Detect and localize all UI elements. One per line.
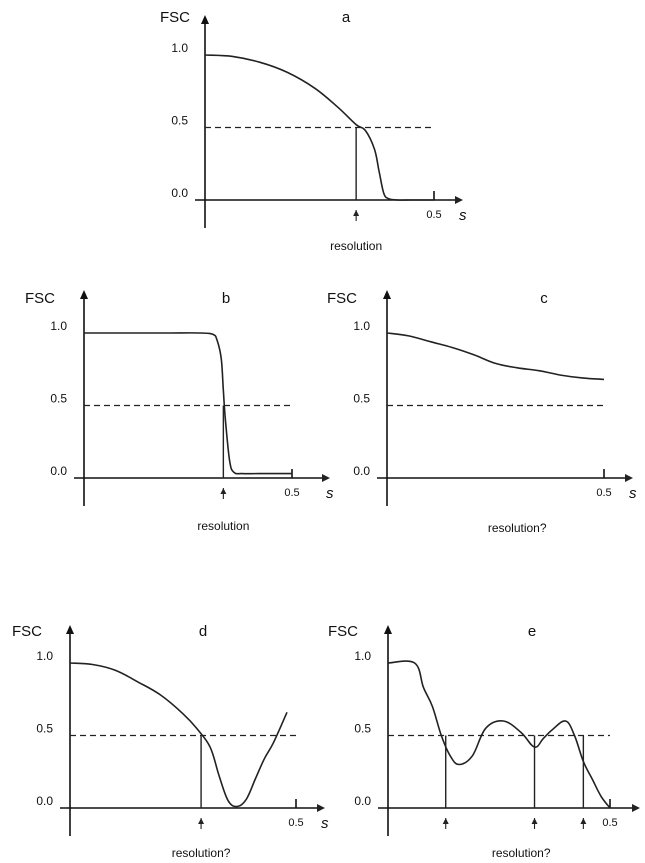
panel-title: d [199,623,207,640]
y-tick-label: 0.5 [36,722,53,736]
fsc-curve [204,54,434,201]
resolution-arrow-icon [531,818,538,829]
panel-title: e [528,623,536,640]
x-tick-label: 0.5 [596,487,611,499]
resolution-annotation: resolution [330,239,382,253]
fsc-curve [386,332,605,381]
resolution-annotation: resolution? [488,521,547,535]
y-axis-label: FSC [12,623,42,640]
resolution-arrow-icon [442,818,449,829]
x-axis-label: s [629,485,637,502]
y-tick-label: 0.5 [354,722,371,736]
panel-c: 0.0 0.5 1.0 0.5 FSC s c resolution? [327,290,637,535]
fsc-curve [83,332,292,475]
y-tick-label: 1.0 [171,41,188,55]
x-axis-arrowhead [322,474,330,482]
panel-title: c [540,290,548,307]
axes [378,625,640,836]
y-tick-label: 0.0 [353,464,370,478]
x-axis-arrowhead [632,804,640,812]
y-axis-label: FSC [25,290,55,307]
x-axis-label: s [459,207,467,224]
y-tick-label: 0.0 [171,186,188,200]
panel-e: 0.0 0.5 1.0 0.5 FSC e resolution? [328,623,640,860]
axes [60,625,325,836]
resolution-annotation: resolution? [492,846,551,860]
y-axis-arrowhead [383,290,391,299]
y-tick-label: 1.0 [36,649,53,663]
y-axis-label: FSC [160,9,190,26]
resolution-arrow-icon [580,818,587,829]
y-tick-label: 1.0 [353,319,370,333]
x-tick-label: 0.5 [284,487,299,499]
x-axis-arrowhead [455,196,463,204]
y-tick-label: 0.0 [36,794,53,808]
y-tick-label: 0.5 [50,392,67,406]
y-tick-label: 1.0 [50,319,67,333]
axes [377,290,633,506]
resolution-arrow-icon [220,488,227,499]
y-tick-label: 0.5 [171,114,188,128]
x-axis-label: s [321,815,329,832]
y-tick-label: 0.0 [50,464,67,478]
resolution-annotation: resolution? [172,846,231,860]
x-axis-arrowhead [317,804,325,812]
panel-title: b [222,290,230,307]
y-tick-label: 0.5 [353,392,370,406]
x-tick-label: 0.5 [602,817,617,829]
resolution-arrow-icon [198,818,205,829]
y-axis-arrowhead [201,15,209,24]
y-tick-label: 0.0 [354,794,371,808]
x-axis-arrowhead [625,474,633,482]
y-axis-arrowhead [384,625,392,634]
panel-b: 0.0 0.5 1.0 0.5 FSC s b resolution [25,290,334,533]
resolution-annotation: resolution [197,519,249,533]
y-axis-label: FSC [327,290,357,307]
x-tick-label: 0.5 [426,209,441,221]
fsc-curve [69,662,288,808]
fsc-curve [387,660,611,809]
panel-a: 0.0 0.5 1.0 0.5 FSC s a resolution [160,9,467,253]
y-axis-arrowhead [80,290,88,299]
x-tick-label: 0.5 [288,817,303,829]
axes [74,290,330,506]
y-axis-label: FSC [328,623,358,640]
panel-d: 0.0 0.5 1.0 0.5 FSC s d resolution? [12,623,329,860]
y-axis-arrowhead [66,625,74,634]
y-tick-label: 1.0 [354,649,371,663]
axes [195,15,463,228]
panel-title: a [342,9,351,26]
resolution-arrow-icon [353,210,360,221]
x-axis-label: s [326,485,334,502]
